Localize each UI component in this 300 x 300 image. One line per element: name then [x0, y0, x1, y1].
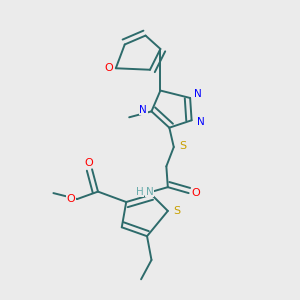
Text: O: O [66, 194, 75, 204]
Text: O: O [104, 63, 113, 73]
Text: O: O [192, 188, 200, 198]
Text: N: N [197, 117, 204, 127]
Text: S: S [179, 140, 186, 151]
Text: N: N [194, 89, 201, 99]
Text: H: H [136, 187, 143, 196]
Text: S: S [173, 206, 180, 216]
Text: N: N [146, 187, 153, 196]
Text: O: O [85, 158, 93, 168]
Text: N: N [139, 105, 147, 115]
